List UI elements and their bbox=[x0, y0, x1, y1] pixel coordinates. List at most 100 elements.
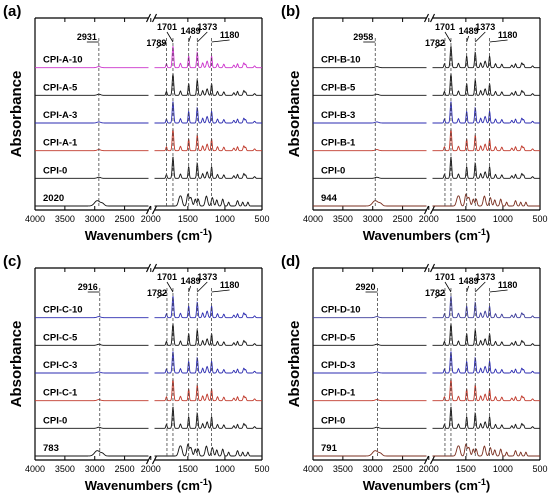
annotation-label: 2958 bbox=[353, 32, 373, 42]
x-tick-label: 2000 bbox=[141, 214, 161, 224]
series-label: CPI-D-10 bbox=[321, 305, 361, 316]
annotation-label: 1782 bbox=[425, 288, 445, 298]
series-line bbox=[313, 129, 540, 152]
series-label: 791 bbox=[321, 443, 338, 454]
annotation-arrow bbox=[156, 41, 167, 49]
annotation-label: 1373 bbox=[475, 272, 495, 282]
x-tick-label: 2000 bbox=[419, 214, 439, 224]
series-line bbox=[313, 101, 540, 124]
annotation-label: 1180 bbox=[498, 30, 518, 40]
y-axis-label: Absorbance bbox=[8, 71, 25, 158]
annotation-arrow bbox=[166, 31, 174, 43]
annotation-arrow bbox=[211, 39, 230, 43]
series-label: CPI-A-1 bbox=[43, 138, 78, 149]
annotation-label: 1180 bbox=[220, 30, 240, 40]
series-line bbox=[313, 379, 540, 402]
axis-break-mark bbox=[146, 263, 151, 273]
series-line bbox=[35, 406, 262, 429]
series-label: CPI-0 bbox=[43, 415, 67, 426]
annotation-arrow bbox=[489, 289, 508, 293]
axis-break-mark bbox=[152, 455, 157, 465]
annotation-label: 1489 bbox=[181, 276, 201, 286]
series-line bbox=[35, 129, 262, 152]
annotation-label: 1789 bbox=[146, 38, 166, 48]
x-tick-label: 1000 bbox=[493, 214, 513, 224]
x-tick-label: 500 bbox=[532, 464, 547, 474]
panel-2: 4000 3500 3000 2500 2000 1500 1000 500 (c) Wavenu… bbox=[3, 253, 270, 493]
panel-3: 4000 3500 3000 2500 2000 1500 1000 500 (d) Wavenu… bbox=[281, 253, 548, 493]
series-label: CPI-C-5 bbox=[43, 332, 78, 343]
annotation-arrow bbox=[156, 291, 168, 299]
series-label: CPI-B-5 bbox=[321, 82, 356, 93]
x-tick-label: 1500 bbox=[178, 464, 198, 474]
series-line bbox=[313, 296, 540, 319]
annotation-arrow bbox=[196, 31, 208, 43]
annotation-label: 1782 bbox=[425, 38, 445, 48]
axis-break-mark bbox=[424, 455, 429, 465]
series-label: CPI-0 bbox=[321, 165, 345, 176]
axis-break-mark bbox=[430, 205, 435, 215]
series-line bbox=[35, 193, 262, 207]
x-tick-label: 1000 bbox=[215, 464, 235, 474]
series-line bbox=[313, 193, 540, 207]
series-line bbox=[313, 73, 540, 96]
x-tick-label: 2500 bbox=[393, 214, 413, 224]
annotation-arrow bbox=[196, 281, 208, 293]
x-tick-label: 3500 bbox=[333, 214, 353, 224]
panel-label: (a) bbox=[3, 3, 21, 20]
x-tick-label: 1500 bbox=[178, 214, 198, 224]
annotation-label: 1782 bbox=[147, 288, 167, 298]
axis-break-mark bbox=[152, 263, 157, 273]
panel-label: (d) bbox=[281, 253, 300, 270]
series-label: CPI-0 bbox=[321, 415, 345, 426]
annotation-label: 1180 bbox=[220, 280, 240, 290]
series-label: CPI-0 bbox=[43, 165, 67, 176]
annotation-label: 2920 bbox=[356, 282, 376, 292]
annotation-arrow bbox=[474, 281, 486, 293]
y-axis-label: Absorbance bbox=[286, 321, 303, 408]
x-tick-label: 3500 bbox=[55, 464, 75, 474]
series-label: 2020 bbox=[43, 193, 64, 204]
series-label: CPI-A-3 bbox=[43, 110, 77, 121]
axis-break-mark bbox=[424, 13, 429, 23]
x-tick-label: 2500 bbox=[115, 464, 135, 474]
annotation-arrow bbox=[489, 39, 508, 43]
x-tick-label: 1000 bbox=[215, 214, 235, 224]
series-line bbox=[35, 156, 262, 179]
series-line bbox=[35, 46, 262, 69]
panel-1: 4000 3500 3000 2500 2000 1500 1000 500 (b) Wavenu… bbox=[281, 3, 548, 243]
axis-break-mark bbox=[430, 455, 435, 465]
x-axis-label: Wavenumbers (cm-1) bbox=[85, 477, 212, 493]
annotation-label: 1489 bbox=[459, 26, 479, 36]
x-tick-label: 1500 bbox=[456, 214, 476, 224]
series-label: CPI-D-1 bbox=[321, 388, 356, 399]
series-line bbox=[35, 101, 262, 124]
panel-0: 4000 3500 3000 2500 2000 1500 1000 500 (a) Wavenu… bbox=[3, 3, 270, 243]
annotation-label: 1180 bbox=[498, 280, 518, 290]
annotation-arrow bbox=[211, 289, 230, 293]
annotation-label: 1701 bbox=[435, 22, 455, 32]
series-line bbox=[35, 351, 262, 374]
x-tick-label: 2000 bbox=[419, 464, 439, 474]
series-line bbox=[35, 379, 262, 402]
axis-break-mark bbox=[152, 13, 157, 23]
series-label: CPI-C-3 bbox=[43, 360, 77, 371]
annotation-arrow bbox=[188, 285, 192, 293]
series-label: 783 bbox=[43, 443, 59, 454]
axis-break-mark bbox=[430, 263, 435, 273]
x-tick-label: 4000 bbox=[303, 464, 323, 474]
series-line bbox=[35, 73, 262, 96]
annotation-arrow bbox=[466, 35, 470, 43]
annotation-arrow bbox=[466, 285, 470, 293]
series-line bbox=[313, 46, 540, 69]
series-label: CPI-C-1 bbox=[43, 388, 78, 399]
axis-break-mark bbox=[152, 205, 157, 215]
series-label: CPI-B-10 bbox=[321, 55, 361, 66]
series-label: CPI-C-10 bbox=[43, 305, 83, 316]
series-label: CPI-D-3 bbox=[321, 360, 355, 371]
axis-break-mark bbox=[146, 455, 151, 465]
annotation-label: 1373 bbox=[197, 22, 217, 32]
series-line bbox=[313, 406, 540, 429]
annotation-arrow bbox=[434, 291, 446, 299]
x-axis-label: Wavenumbers (cm-1) bbox=[363, 477, 490, 493]
